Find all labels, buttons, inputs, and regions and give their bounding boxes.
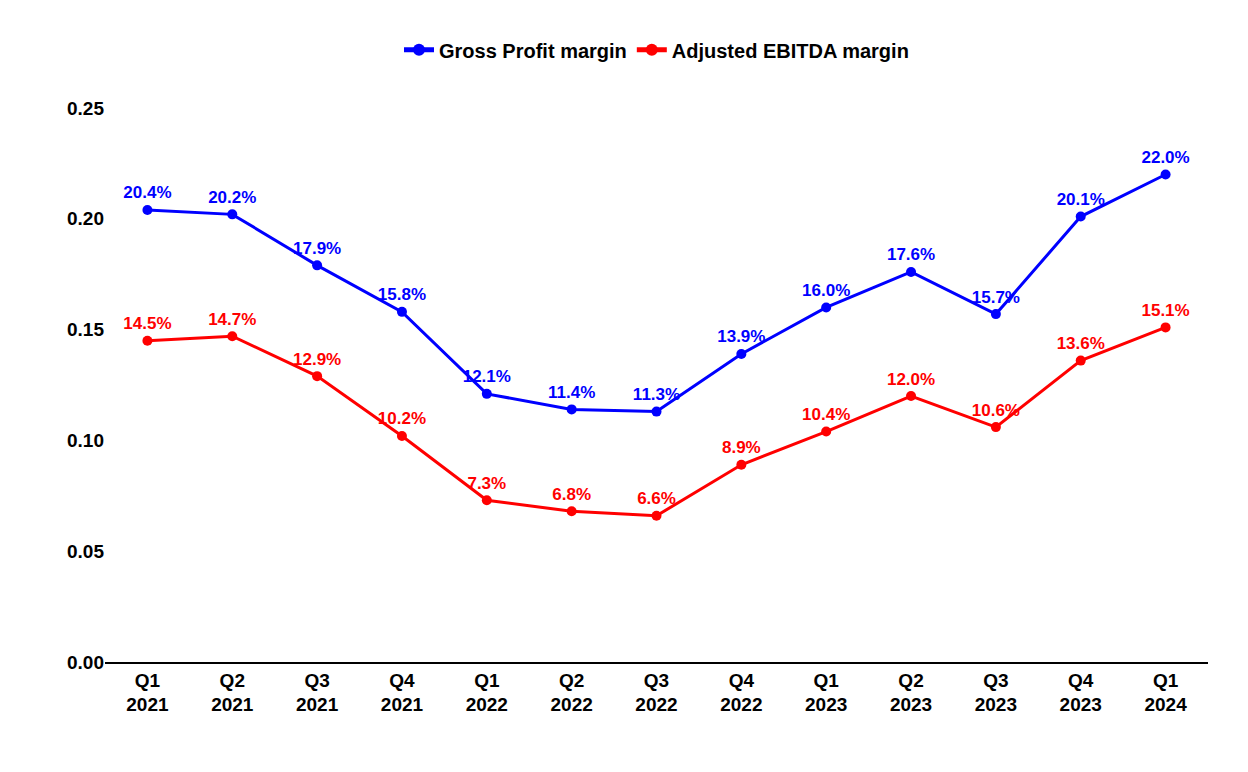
- svg-text:0.10: 0.10: [67, 430, 104, 451]
- svg-text:16.0%: 16.0%: [802, 281, 850, 300]
- svg-text:10.4%: 10.4%: [802, 405, 850, 424]
- svg-text:11.4%: 11.4%: [548, 383, 595, 402]
- svg-text:6.8%: 6.8%: [552, 485, 591, 504]
- svg-text:15.7%: 15.7%: [972, 288, 1020, 307]
- svg-text:Q32022: Q32022: [635, 670, 677, 716]
- svg-text:0.15: 0.15: [67, 319, 104, 340]
- svg-text:12.9%: 12.9%: [293, 350, 341, 369]
- svg-text:17.9%: 17.9%: [293, 239, 341, 258]
- svg-text:0.05: 0.05: [67, 541, 104, 562]
- svg-text:0.25: 0.25: [67, 98, 104, 119]
- svg-text:17.6%: 17.6%: [887, 245, 935, 264]
- svg-text:Q42023: Q42023: [1060, 670, 1102, 716]
- svg-text:Q12021: Q12021: [126, 670, 169, 716]
- svg-text:Q12022: Q12022: [466, 670, 508, 716]
- svg-text:13.6%: 13.6%: [1057, 334, 1105, 353]
- svg-text:20.4%: 20.4%: [123, 183, 171, 202]
- svg-text:20.2%: 20.2%: [208, 188, 256, 207]
- svg-text:Gross Profit margin: Gross Profit margin: [439, 40, 627, 62]
- svg-text:12.0%: 12.0%: [887, 370, 935, 389]
- svg-text:10.2%: 10.2%: [378, 409, 426, 428]
- svg-text:Q42021: Q42021: [381, 670, 424, 716]
- svg-text:0.00: 0.00: [67, 652, 104, 673]
- svg-text:22.0%: 22.0%: [1141, 148, 1189, 167]
- svg-text:8.9%: 8.9%: [722, 438, 761, 457]
- svg-text:14.5%: 14.5%: [123, 314, 171, 333]
- svg-text:Q12024: Q12024: [1144, 670, 1187, 716]
- svg-text:10.6%: 10.6%: [972, 401, 1020, 420]
- svg-text:0.20: 0.20: [67, 208, 104, 229]
- svg-text:Q32021: Q32021: [296, 670, 339, 716]
- svg-text:11.3%: 11.3%: [633, 385, 680, 404]
- svg-text:Q42022: Q42022: [720, 670, 762, 716]
- svg-text:14.7%: 14.7%: [208, 310, 256, 329]
- svg-text:Q22022: Q22022: [551, 670, 593, 716]
- svg-text:15.8%: 15.8%: [378, 285, 426, 304]
- svg-text:Q12023: Q12023: [805, 670, 847, 716]
- svg-text:Adjusted EBITDA margin: Adjusted EBITDA margin: [672, 40, 909, 62]
- svg-text:6.6%: 6.6%: [637, 489, 676, 508]
- svg-text:15.1%: 15.1%: [1141, 301, 1189, 320]
- svg-text:13.9%: 13.9%: [717, 327, 765, 346]
- svg-text:7.3%: 7.3%: [467, 474, 506, 493]
- svg-text:20.1%: 20.1%: [1057, 190, 1105, 209]
- svg-text:Q22023: Q22023: [890, 670, 932, 716]
- svg-text:Q22021: Q22021: [211, 670, 254, 716]
- svg-text:Q32023: Q32023: [975, 670, 1017, 716]
- svg-text:12.1%: 12.1%: [463, 367, 511, 386]
